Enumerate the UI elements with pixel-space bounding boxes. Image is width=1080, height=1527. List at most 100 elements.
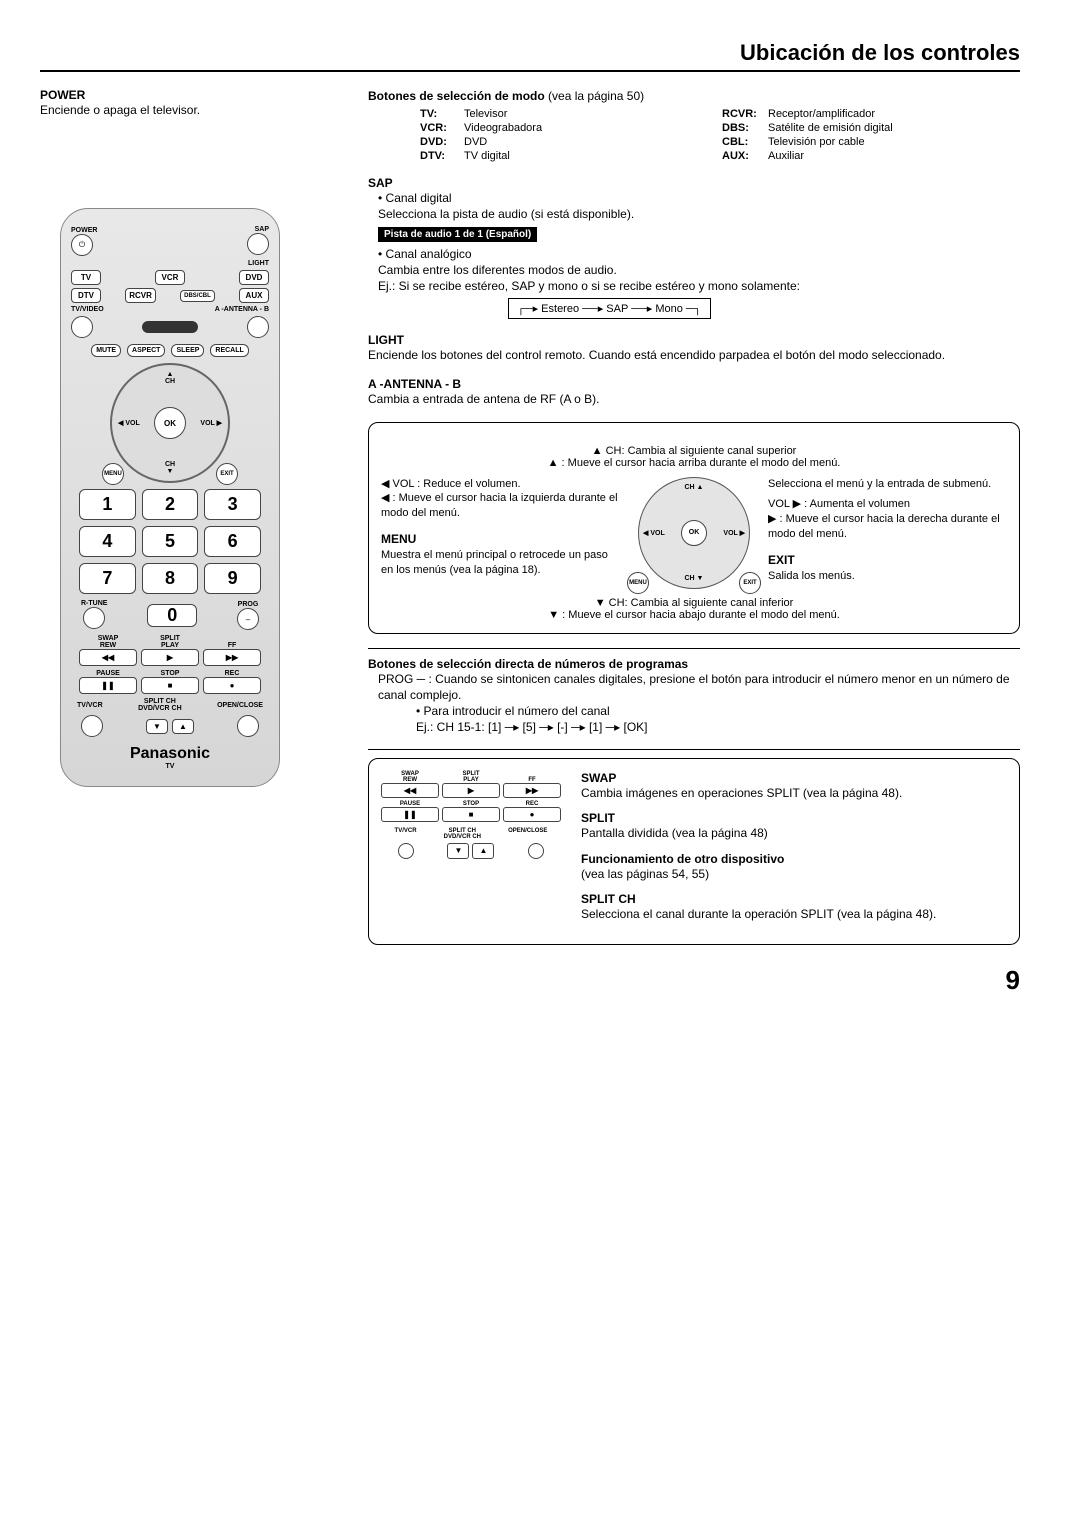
- remote-nav-pad: ▲CH CH▼ ◀ VOL VOL ▶ OK MENU EXIT: [110, 363, 230, 483]
- t-rec: ●: [203, 677, 261, 694]
- nav-select: Selecciona el menú y la entrada de subme…: [768, 477, 1007, 492]
- mt-rec: ●: [503, 807, 561, 822]
- mt-stop: ■: [442, 807, 500, 822]
- prog-t2: • Para introducir el número del canal: [416, 703, 1020, 719]
- mode-aux-k: AUX:: [722, 150, 762, 162]
- remote-dtv-button: DTV: [71, 288, 101, 303]
- nav-left1: ◀ VOL : Reduce el volumen.: [381, 477, 620, 492]
- mini-exit: EXIT: [739, 572, 761, 594]
- t-open-btn: [237, 715, 259, 737]
- antenna-text: Cambia a entrada de antena de RF (A o B)…: [368, 391, 1020, 407]
- t-splitch-l: SPLIT CH: [144, 698, 176, 705]
- t-pause: ❚❚: [79, 677, 137, 694]
- splitch-t: Selecciona el canal durante la operación…: [581, 906, 1007, 922]
- prog-button: –: [237, 608, 259, 630]
- mt-rew: ◀◀: [381, 783, 439, 798]
- split-t: Pantalla dividida (vea la página 48): [581, 825, 1007, 841]
- mt-play: ▶: [442, 783, 500, 798]
- t-ff-l: FF: [203, 642, 261, 649]
- light-heading: LIGHT: [368, 333, 1020, 347]
- t-chdn: ▼: [146, 719, 168, 734]
- sap-heading: SAP: [368, 176, 1020, 190]
- nav-description-box: ▲ CH: Cambia al siguiente canal superior…: [368, 422, 1020, 634]
- mode-vcr-k: VCR:: [420, 122, 458, 134]
- t-stop-l: STOP: [141, 670, 199, 677]
- key-8: 8: [142, 563, 199, 594]
- mode-vcr-v: Videograbadora: [464, 122, 716, 134]
- mode-dbs-v: Satélite de emisión digital: [768, 122, 1020, 134]
- mini-nav-pad: CH ▲ CH ▼ ◀ VOL VOL ▶ OK MENU EXIT: [638, 477, 750, 589]
- mode-dtv-k: DTV:: [420, 150, 458, 162]
- t-chup: ▲: [172, 719, 194, 734]
- split-h: SPLIT: [581, 811, 1007, 825]
- brand-logo: Panasonic: [71, 745, 269, 763]
- remote-aux-button: AUX: [239, 288, 269, 303]
- nav-exit-h: EXIT: [768, 553, 795, 567]
- mini-right: VOL ▶: [723, 529, 745, 537]
- remote-power-button: ⏻: [71, 234, 93, 256]
- key-9: 9: [204, 563, 261, 594]
- sap-analog-bullet: • Canal analógico: [378, 246, 1020, 262]
- nav-menu-h: MENU: [381, 532, 416, 546]
- key-0: 0: [147, 604, 197, 627]
- remote-tv-button: TV: [71, 270, 101, 285]
- nav-down-label: CH▼: [165, 461, 175, 475]
- mode-tv-v: Televisor: [464, 108, 716, 120]
- swap-t: Cambia imágenes en operaciones SPLIT (ve…: [581, 785, 1007, 801]
- mt-tvvcr: TV/VCR: [395, 828, 417, 840]
- mini-ok: OK: [681, 520, 707, 546]
- mt-open-btn: [528, 843, 544, 859]
- other-t: (vea las páginas 54, 55): [581, 866, 1007, 882]
- remote-control-figure: POWER ⏻ SAP LIGHT TV VCR DVD DTV RCVR DB…: [60, 208, 280, 787]
- nav-down2: ▼ : Mueve el cursor hacia abajo durante …: [381, 609, 1007, 621]
- mt-pause: ❚❚: [381, 807, 439, 822]
- t-stop: ■: [141, 677, 199, 694]
- nav-left2: ◀ : Mueve el cursor hacia la izquierda d…: [381, 491, 620, 521]
- t-pause-l: PAUSE: [79, 670, 137, 677]
- light-text: Enciende los botones del control remoto.…: [368, 347, 1020, 363]
- nav-exit-t: Salida los menús.: [768, 569, 1007, 584]
- mt-chup: ▲: [472, 843, 494, 859]
- mode-cbl-k: CBL:: [722, 136, 762, 148]
- mini-down: CH ▼: [685, 575, 704, 582]
- t-swap-l: SWAP: [79, 635, 137, 642]
- brand-tv-label: TV: [71, 763, 269, 770]
- remote-dvd-button: DVD: [239, 270, 269, 285]
- remote-antenna-button: [247, 316, 269, 338]
- remote-aspect-button: ASPECT: [127, 344, 165, 357]
- remote-light-label: LIGHT: [248, 260, 269, 267]
- remote-dbs-button: DBS/CBL: [180, 290, 215, 302]
- remote-sap-label: SAP: [247, 226, 269, 233]
- page-title: Ubicación de los controles: [40, 40, 1020, 72]
- other-h: Funcionamiento de otro dispositivo: [581, 852, 1007, 866]
- nav-up-label: ▲CH: [165, 371, 175, 385]
- mode-rcvr-k: RCVR:: [722, 108, 762, 120]
- t-tvvcr-btn: [81, 715, 103, 737]
- t-open-l: OPEN/CLOSE: [217, 702, 263, 709]
- key-6: 6: [204, 526, 261, 557]
- remote-mute-button: MUTE: [91, 344, 121, 357]
- t-ff: ▶▶: [203, 649, 261, 666]
- bottom-box: SWAPREW◀◀ SPLITPLAY▶ FF▶▶ PAUSE❚❚ STOP■ …: [368, 758, 1020, 945]
- mt-ff: ▶▶: [503, 783, 561, 798]
- swap-h: SWAP: [581, 771, 1007, 785]
- remote-rcvr-button: RCVR: [125, 288, 156, 303]
- mt-open: OPEN/CLOSE: [508, 828, 547, 840]
- page-number: 9: [40, 965, 1020, 996]
- t-rew-l: REW: [79, 642, 137, 649]
- remote-power-label: POWER: [71, 227, 97, 234]
- t-tvvcr-l: TV/VCR: [77, 702, 103, 709]
- mode-rcvr-v: Receptor/amplificador: [768, 108, 1020, 120]
- remote-ok-button: OK: [154, 407, 186, 439]
- t-rew: ◀◀: [79, 649, 137, 666]
- prog-t3: Ej.: CH 15-1: [1] ─▸ [5] ─▸ [-] ─▸ [1] ─…: [416, 719, 1020, 735]
- nav-left-label: ◀ VOL: [118, 419, 140, 427]
- key-1: 1: [79, 489, 136, 520]
- nav-right2: ▶ : Mueve el cursor hacia la derecha dur…: [768, 512, 1007, 542]
- key-2: 2: [142, 489, 199, 520]
- remote-recall-button: RECALL: [210, 344, 248, 357]
- rtune-button: [83, 607, 105, 629]
- power-text: Enciende o apaga el televisor.: [40, 102, 350, 118]
- mini-transport-figure: SWAPREW◀◀ SPLITPLAY▶ FF▶▶ PAUSE❚❚ STOP■ …: [381, 771, 561, 859]
- mini-left: ◀ VOL: [643, 529, 665, 537]
